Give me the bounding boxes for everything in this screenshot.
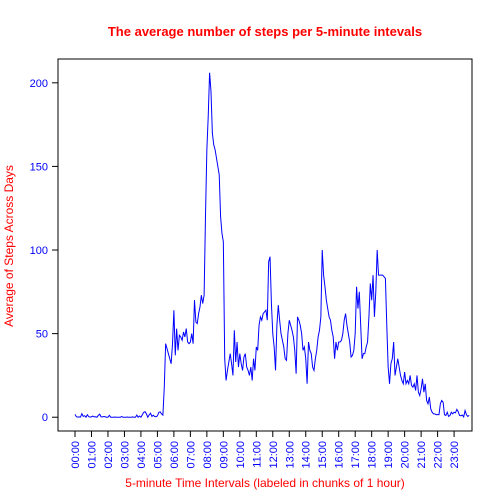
- x-tick-label: 09:00: [218, 441, 230, 469]
- y-axis-label: Average of Steps Across Days: [2, 165, 16, 327]
- x-tick-label: 05:00: [152, 441, 164, 469]
- data-line: [74, 72, 470, 419]
- x-tick-label: 16:00: [334, 441, 346, 469]
- x-tick-label: 12:00: [268, 441, 280, 469]
- x-tick-label: 18:00: [367, 441, 379, 469]
- x-tick-label: 20:00: [400, 441, 412, 469]
- x-tick-label: 02:00: [103, 441, 115, 469]
- x-tick-label: 08:00: [202, 441, 214, 469]
- x-tick-label: 13:00: [284, 441, 296, 469]
- x-tick-label: 00:00: [70, 441, 82, 469]
- plot-frame: [57, 58, 473, 432]
- x-axis-label: 5-minute Time Intervals (labeled in chun…: [125, 476, 404, 490]
- x-tick-label: 23:00: [449, 441, 461, 469]
- y-tick-label: 0: [42, 412, 48, 424]
- x-tick-label: 19:00: [383, 441, 395, 469]
- y-tick-label: 50: [36, 329, 48, 341]
- x-tick-label: 11:00: [251, 441, 263, 468]
- x-tick-label: 15:00: [317, 441, 329, 469]
- x-tick-label: 21:00: [416, 441, 428, 469]
- chart-title: The average number of steps per 5-minute…: [108, 24, 422, 39]
- x-tick-label: 22:00: [433, 441, 445, 469]
- y-tick-label: 200: [30, 78, 48, 90]
- y-tick-label: 150: [30, 161, 48, 173]
- x-tick-label: 07:00: [185, 441, 197, 469]
- x-tick-label: 04:00: [136, 441, 148, 469]
- y-tick-label: 100: [30, 245, 48, 257]
- x-tick-label: 10:00: [235, 441, 247, 469]
- x-tick-label: 14:00: [301, 441, 313, 469]
- x-tick-label: 03:00: [119, 441, 131, 469]
- x-tick-label: 06:00: [169, 441, 181, 469]
- x-tick-label: 01:00: [86, 441, 98, 469]
- x-tick-label: 17:00: [350, 441, 362, 469]
